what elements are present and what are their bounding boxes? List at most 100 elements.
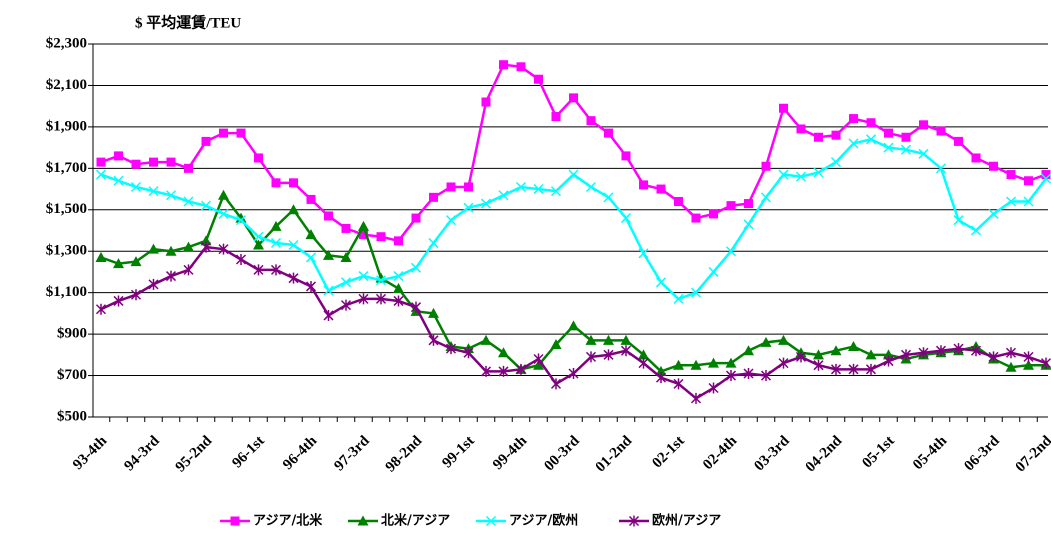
point <box>429 192 438 202</box>
point <box>813 349 824 360</box>
point <box>778 169 789 180</box>
point <box>218 243 229 255</box>
point <box>971 153 981 163</box>
point <box>1005 196 1017 207</box>
point <box>744 199 753 209</box>
x-tick-label: 98-2nd <box>383 432 426 475</box>
x-tick-label: 07-2nd <box>1013 432 1051 475</box>
point <box>743 219 754 230</box>
point <box>638 357 649 369</box>
point <box>884 128 893 138</box>
point <box>604 128 613 138</box>
point <box>639 180 648 190</box>
point <box>463 202 474 213</box>
point <box>708 382 719 394</box>
point <box>480 198 492 209</box>
point <box>130 181 142 193</box>
point <box>830 157 842 168</box>
point <box>165 270 177 282</box>
point <box>655 372 667 384</box>
point <box>1041 170 1051 180</box>
point <box>883 349 894 360</box>
point <box>901 132 911 142</box>
point <box>743 345 754 356</box>
point <box>760 192 772 203</box>
point <box>866 118 876 128</box>
point <box>585 181 597 193</box>
point <box>690 359 702 370</box>
point <box>428 334 439 346</box>
point <box>340 277 352 288</box>
point <box>305 280 317 292</box>
point <box>235 254 247 266</box>
point <box>621 151 631 161</box>
y-tick-label: $1,300 <box>46 243 87 259</box>
point <box>778 357 789 369</box>
point <box>165 190 177 201</box>
point <box>725 370 737 382</box>
x-tick-label: 04-2nd <box>803 432 846 475</box>
point <box>253 264 264 276</box>
point <box>254 153 263 163</box>
point <box>848 363 859 375</box>
legend-label: 欧州/アジア <box>652 513 721 529</box>
x-tick-label: 02-1st <box>649 433 687 471</box>
point <box>989 161 998 171</box>
point <box>568 169 579 180</box>
point <box>253 231 264 242</box>
point <box>795 171 807 182</box>
point <box>673 293 684 304</box>
point <box>148 278 159 290</box>
point <box>358 293 369 305</box>
point <box>200 241 212 253</box>
point <box>130 289 142 301</box>
point <box>656 184 666 194</box>
point <box>848 341 859 352</box>
legend-label: 北米/アジア <box>381 513 450 529</box>
point <box>534 74 543 84</box>
point <box>270 220 282 231</box>
point <box>305 252 317 263</box>
x-tick-label: 99-1st <box>439 433 477 471</box>
x-tick-label: 02-4th <box>700 432 741 473</box>
point <box>603 349 614 361</box>
point <box>166 157 176 167</box>
point <box>481 97 491 107</box>
point <box>463 347 474 359</box>
point <box>340 299 352 311</box>
point <box>848 138 859 149</box>
legend-marker <box>628 515 640 527</box>
point <box>219 128 228 138</box>
point <box>236 128 246 138</box>
point <box>849 114 858 124</box>
point <box>393 271 404 282</box>
point <box>411 213 421 223</box>
point <box>270 237 282 248</box>
point <box>464 182 473 192</box>
point <box>515 363 527 375</box>
point <box>376 232 386 242</box>
point <box>655 277 667 288</box>
point <box>410 262 422 273</box>
legend-label: アジア/北米 <box>253 513 323 529</box>
x-tick-label: 06-3rd <box>961 432 1003 474</box>
point <box>865 134 877 145</box>
point <box>410 301 422 313</box>
point <box>569 93 578 103</box>
point <box>691 213 701 223</box>
point <box>725 246 737 257</box>
x-tick-label: 93-4th <box>70 432 111 473</box>
point <box>743 367 754 379</box>
point <box>900 144 912 155</box>
point <box>95 251 107 262</box>
point <box>375 293 387 305</box>
point <box>498 190 509 201</box>
point <box>883 142 894 153</box>
legend-marker <box>485 515 497 527</box>
point <box>830 363 842 375</box>
point <box>865 349 877 360</box>
point <box>831 130 841 140</box>
point <box>550 338 562 349</box>
point <box>900 349 912 361</box>
point <box>708 357 719 368</box>
